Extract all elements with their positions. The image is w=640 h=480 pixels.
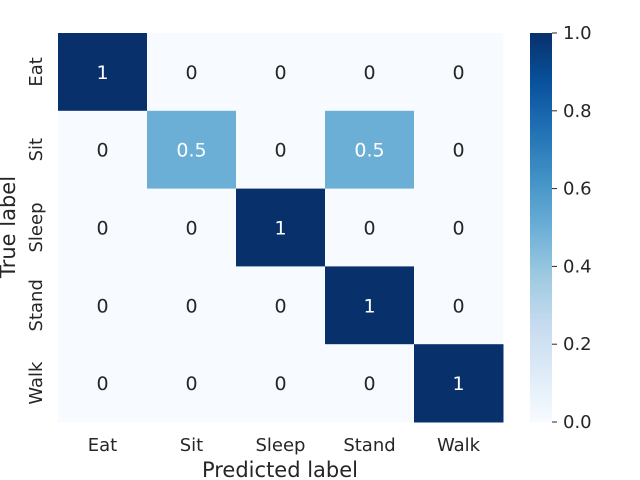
x-tick-label-sit: Sit	[180, 435, 203, 456]
cell-value-label: 0	[452, 295, 464, 317]
y-axis-label: True label	[0, 176, 20, 279]
colorbar-tick-label: 0.6	[563, 179, 592, 200]
cell-value-label: 0	[185, 62, 197, 84]
y-tick-label-eat: Eat	[26, 57, 47, 86]
colorbar-tick-label: 0.8	[563, 101, 592, 122]
y-tick-label-sleep: Sleep	[26, 202, 47, 252]
heatmap-cell-sit-sit	[147, 110, 237, 190]
y-axis-tick-labels: Eat Sit Sleep Stand Walk	[26, 57, 47, 404]
x-tick-label-sleep: Sleep	[255, 435, 305, 456]
cell-value-label: 0	[185, 218, 197, 240]
heatmap-cell-sleep-sit	[147, 188, 237, 267]
cell-value-label: 0	[96, 373, 108, 395]
heatmap-cell-eat-sleep	[236, 33, 326, 112]
heatmap-cell-walk-stand	[325, 344, 415, 423]
heatmap-cell-walk-sit	[147, 344, 237, 423]
heatmap-cell-stand-sit	[147, 266, 237, 345]
cell-value-label: 0	[274, 295, 286, 317]
heatmap-cell-eat-stand	[325, 33, 415, 112]
cell-value-label: 0	[96, 295, 108, 317]
heatmap-cell-sleep-eat	[58, 188, 148, 267]
cell-value-label: 1	[452, 373, 464, 395]
heatmap-cell-walk-eat	[58, 344, 148, 423]
heatmap-cell-eat-walk	[414, 33, 504, 112]
cell-value-label: 0.5	[176, 140, 206, 162]
cell-value-label: 0	[363, 373, 375, 395]
cell-value-label: 1	[274, 218, 286, 240]
cell-value-label: 0	[274, 373, 286, 395]
cell-value-label: 0.5	[354, 140, 384, 162]
heatmap-cell-sit-sleep	[236, 110, 326, 190]
x-axis-tick-labels: Eat Sit Sleep Stand Walk	[88, 435, 481, 456]
heatmap-cell-labels: 1 0 0 0 0 0 0.5 0 0.5 0 0 0 1 0 0 0 0 0 1 0 0 0 0 0 1	[96, 62, 464, 395]
heatmap-cell-walk-sleep	[236, 344, 326, 423]
heatmap-cell-eat-eat	[58, 33, 148, 112]
colorbar-tick-label: 0.2	[563, 334, 592, 355]
x-tick-label-eat: Eat	[88, 435, 117, 456]
cell-value-label: 0	[363, 62, 375, 84]
y-tick-label-sit: Sit	[26, 138, 47, 161]
heatmap-cell-sleep-stand	[325, 188, 415, 267]
colorbar-tick-label: 1.0	[563, 23, 592, 44]
heatmap-cell-walk-walk	[414, 344, 504, 423]
y-tick-label-walk: Walk	[26, 361, 47, 405]
colorbar-tick-label: 0.4	[563, 256, 592, 277]
heatmap-cell-sleep-walk	[414, 188, 504, 267]
heatmap-cell-stand-stand	[325, 266, 415, 345]
heatmap-cell-stand-eat	[58, 266, 148, 345]
colorbar-tick-labels: 0.0 0.2 0.4 0.6 0.8 1.0	[552, 23, 592, 433]
cell-value-label: 0	[363, 218, 375, 240]
cell-value-label: 0	[274, 140, 286, 162]
y-tick-label-stand: Stand	[26, 279, 47, 331]
cell-value-label: 0	[96, 218, 108, 240]
colorbar-tick-label: 0.0	[563, 412, 592, 433]
heatmap-cell-sit-eat	[58, 110, 148, 190]
cell-value-label: 0	[185, 373, 197, 395]
heatmap-cell-stand-sleep	[236, 266, 326, 345]
cell-value-label: 0	[452, 218, 464, 240]
x-tick-label-stand: Stand	[343, 435, 395, 456]
colorbar	[530, 33, 552, 422]
heatmap-cells	[58, 33, 504, 423]
heatmap-cell-sleep-sleep	[236, 188, 326, 267]
heatmap-cell-sit-walk	[414, 110, 504, 190]
cell-value-label: 0	[185, 295, 197, 317]
cell-value-label: 1	[363, 295, 375, 317]
x-axis-label: Predicted label	[202, 458, 358, 480]
heatmap-cell-sit-stand	[325, 110, 415, 190]
cell-value-label: 0	[274, 62, 286, 84]
cell-value-label: 0	[452, 140, 464, 162]
cell-value-label: 0	[96, 140, 108, 162]
cell-value-label: 1	[96, 62, 108, 84]
cell-value-label: 0	[452, 62, 464, 84]
heatmap-cell-stand-walk	[414, 266, 504, 345]
heatmap-cell-eat-sit	[147, 33, 237, 112]
x-tick-label-walk: Walk	[437, 435, 481, 456]
